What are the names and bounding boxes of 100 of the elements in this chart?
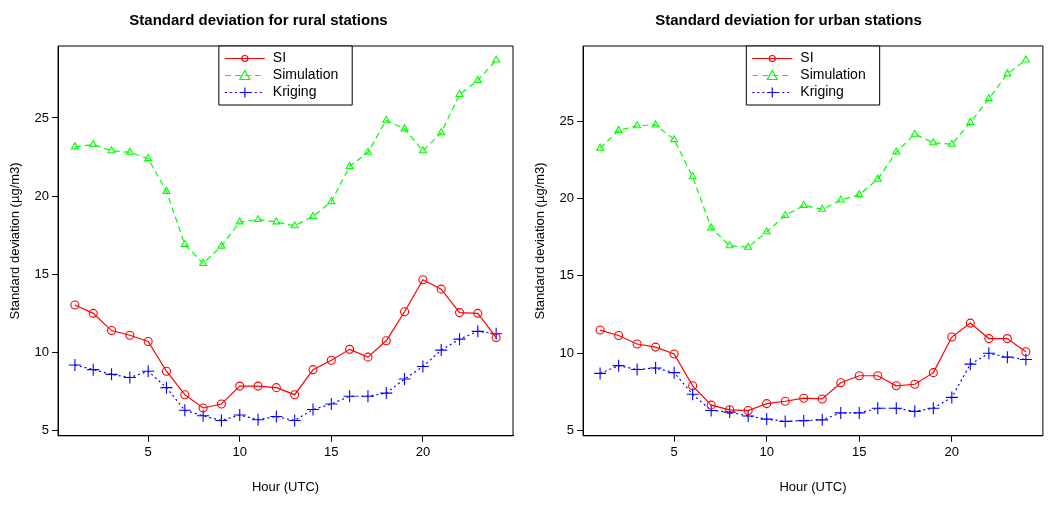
point	[963, 357, 977, 371]
point	[159, 381, 174, 395]
point	[852, 406, 866, 420]
point	[910, 129, 919, 137]
point	[107, 146, 116, 154]
point	[471, 324, 485, 338]
point	[345, 161, 354, 169]
x-tick-label: 10	[232, 444, 247, 460]
point	[363, 147, 372, 155]
legend-label: Simulation	[800, 66, 866, 83]
point	[815, 413, 829, 427]
x-tick-label: 20	[415, 444, 431, 460]
point	[633, 121, 642, 129]
point	[723, 405, 737, 419]
point	[418, 146, 427, 154]
point	[873, 371, 883, 381]
point	[489, 327, 503, 341]
point	[254, 215, 263, 223]
y-tick-label: 10	[34, 344, 50, 360]
point	[198, 403, 208, 413]
point	[143, 336, 153, 347]
point	[760, 412, 774, 426]
point	[984, 334, 994, 344]
point	[778, 414, 792, 428]
point	[162, 186, 171, 194]
legend-label: SI	[800, 49, 814, 66]
y-axis-title: Standard deviation (µg/m3)	[7, 162, 23, 320]
point	[345, 344, 355, 354]
point	[873, 174, 882, 182]
point	[251, 413, 265, 427]
point	[630, 362, 644, 377]
point	[1003, 69, 1012, 77]
point	[947, 139, 956, 147]
point	[929, 138, 938, 146]
point	[706, 400, 716, 410]
legend-label: SI	[272, 49, 287, 66]
x-axis-title: Hour (UTC)	[779, 478, 847, 494]
point	[965, 318, 975, 328]
point	[106, 326, 117, 336]
point	[780, 396, 790, 406]
point	[473, 308, 483, 318]
x-tick-label: 5	[144, 444, 152, 460]
y-tick-label: 15	[559, 267, 575, 283]
x-tick-label: 10	[759, 444, 774, 460]
x-tick-label: 20	[944, 444, 960, 460]
point	[436, 284, 446, 294]
point	[704, 404, 718, 418]
point	[908, 404, 922, 418]
point	[180, 240, 189, 248]
point	[966, 118, 975, 126]
point	[910, 379, 920, 389]
y-tick-label: 10	[559, 344, 575, 360]
point	[125, 147, 134, 155]
point	[123, 370, 137, 385]
point	[199, 258, 208, 266]
point	[104, 367, 119, 381]
point	[180, 390, 190, 400]
point	[381, 336, 391, 346]
point	[269, 410, 283, 424]
point	[1019, 352, 1033, 367]
chart-title: Standard deviation for rural stations	[129, 11, 388, 29]
point	[612, 359, 626, 373]
y-axis-title: Standard deviation (µg/m3)	[532, 162, 548, 320]
point	[473, 75, 482, 83]
point	[1021, 347, 1031, 357]
point	[437, 128, 446, 136]
point	[89, 139, 98, 148]
point	[834, 406, 848, 420]
y-tick-label: 25	[559, 112, 575, 128]
point	[926, 401, 940, 415]
point	[891, 381, 901, 391]
point	[743, 406, 753, 416]
point	[1021, 55, 1030, 63]
point	[216, 399, 226, 409]
point	[178, 403, 192, 417]
legend-label: Kriging	[272, 83, 317, 100]
point	[667, 366, 681, 380]
point	[707, 223, 716, 231]
point	[88, 308, 98, 318]
point	[614, 330, 624, 341]
point	[892, 147, 901, 155]
point	[688, 381, 698, 391]
point	[688, 172, 697, 180]
point	[595, 325, 605, 335]
chart-title: Standard deviation for urban stations	[655, 11, 922, 29]
point	[651, 342, 661, 352]
point	[217, 241, 226, 249]
point	[253, 381, 263, 391]
y-tick-label: 15	[34, 265, 50, 281]
point	[434, 343, 448, 357]
point	[70, 300, 80, 310]
point	[762, 227, 771, 235]
point	[452, 332, 467, 346]
point	[86, 363, 100, 377]
point	[233, 408, 247, 422]
legend-label: Kriging	[800, 83, 844, 100]
point	[669, 349, 679, 359]
point	[271, 383, 281, 393]
point	[272, 217, 281, 225]
point	[308, 365, 318, 375]
